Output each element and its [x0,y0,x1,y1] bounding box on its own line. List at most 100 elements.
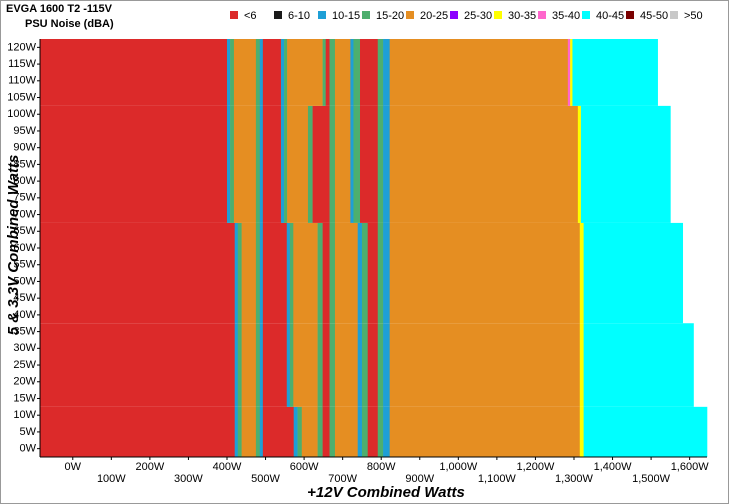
heat-cell [567,39,571,106]
heat-cell [329,105,336,223]
chart-title: EVGA 1600 T2 -115V [6,3,113,15]
heat-cell [577,105,582,223]
heat-cell [293,222,318,324]
heat-cell [580,105,671,223]
legend-label: 6-10 [288,10,310,22]
heat-cell [583,406,708,457]
heat-cell [287,105,309,223]
legend-swatch [670,11,678,19]
heat-cell [40,406,236,457]
legend-label: 30-35 [508,10,536,22]
heat-cell [301,406,318,457]
heat-cell [234,323,239,407]
heat-cell [237,222,242,324]
x-tick-label: 900W [405,473,434,485]
heat-cell [350,105,354,223]
heat-cell [262,105,282,223]
heat-cell [361,323,369,407]
heat-cell [361,406,369,457]
heat-cell [377,323,384,407]
heat-cell [259,222,264,324]
heat-cell [357,323,363,407]
y-tick-label: 75W [13,192,36,204]
heat-cell [389,323,581,407]
heat-cell [322,222,330,324]
heat-cell [259,105,264,223]
heat-cell [262,222,288,324]
x-tick-label: 1,000W [439,461,478,473]
heat-cell [255,39,261,106]
heat-cell [353,39,361,106]
heat-cell [241,406,257,457]
heat-cell [367,222,379,324]
heat-cell [40,39,228,106]
y-tick-label: 115W [8,58,37,70]
x-tick-label: 400W [213,461,242,473]
heat-cell [579,222,584,324]
heat-cell [259,323,264,407]
heat-cell [262,406,294,457]
x-tick-label: 1,500W [632,473,671,485]
heat-cell [241,323,257,407]
heat-cell [570,39,573,106]
heat-cell [286,323,291,407]
heat-cell [293,323,318,407]
x-tick-label: 1,400W [594,461,633,473]
heat-cell [230,39,235,106]
heat-cell [383,323,390,407]
y-tick-label: 25W [13,359,36,371]
y-tick-label: 90W [13,142,36,154]
heat-cell [289,222,294,324]
heat-cell [329,222,336,324]
chart-subtitle: PSU Noise (dBA) [25,18,114,30]
heat-cell [367,323,379,407]
heat-cell [280,39,285,106]
heat-cell [389,406,581,457]
heat-cell [226,105,231,223]
x-tick-label: 0W [65,461,82,473]
x-tick-label: 1,100W [478,473,517,485]
y-tick-label: 95W [13,125,36,137]
heat-cell [289,323,294,407]
heat-cell [583,222,684,324]
x-tick-label: 800W [367,461,396,473]
heat-cell [262,323,288,407]
heat-cell [230,105,235,223]
heat-cell [234,222,239,324]
heat-cell [389,105,579,223]
x-tick-label: 1,200W [516,461,555,473]
legend-swatch [538,11,546,19]
heat-cell [307,105,313,223]
heat-cell [322,323,330,407]
heat-cell [334,39,351,106]
y-tick-label: 0W [20,443,37,455]
legend-label: 15-20 [376,10,404,22]
heat-cell [377,222,384,324]
legend-label: >50 [684,10,703,22]
y-tick-label: 40W [13,309,36,321]
heat-cell [383,39,390,106]
heat-cell [255,323,261,407]
heat-cell [255,105,261,223]
x-tick-label: 500W [251,473,280,485]
legend-swatch [274,11,282,19]
y-tick-label: 10W [13,409,36,421]
heat-cell [287,39,323,106]
heat-cell [284,39,288,106]
heat-cell [297,406,303,457]
heat-cell [377,105,384,223]
y-tick-label: 65W [13,225,36,237]
heat-cell [255,222,261,324]
y-axis-title: 5 & 3.3V Combined Watts [5,155,22,336]
y-tick-label: 55W [13,259,36,271]
y-tick-label: 50W [13,275,36,287]
heat-cell [361,222,369,324]
heat-cell [233,39,257,106]
y-tick-label: 110W [8,75,37,87]
heat-cell [329,39,336,106]
y-tick-label: 85W [13,158,36,170]
heat-cell [329,406,336,457]
legend-swatch [230,11,238,19]
legend-swatch [582,11,590,19]
